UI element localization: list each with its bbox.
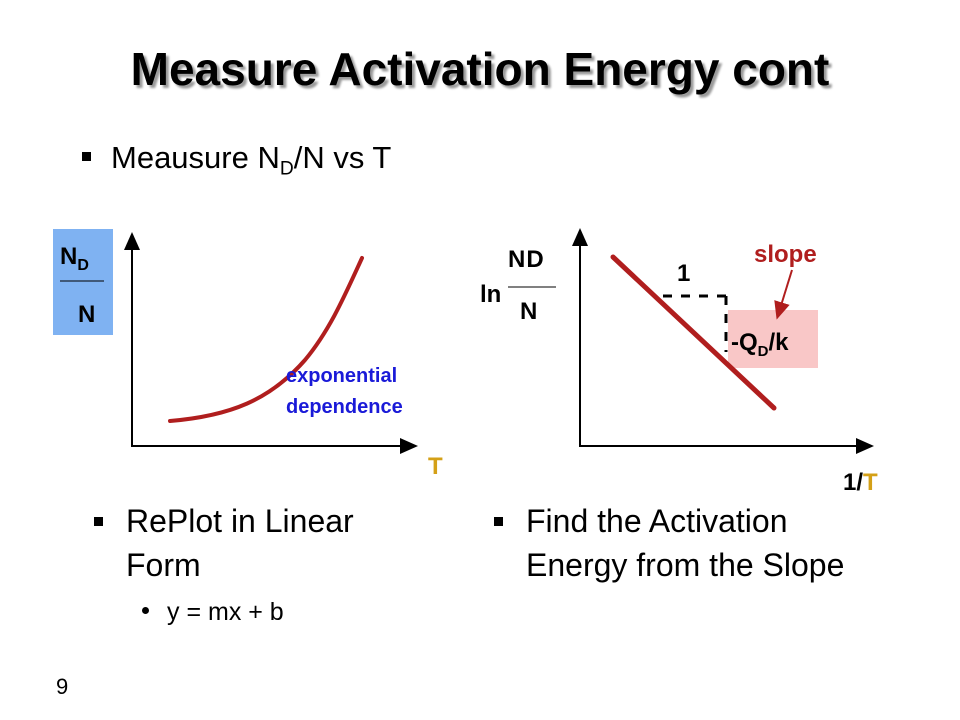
main-bullet-sub: D (279, 158, 294, 180)
right-linear-plot-line (610, 254, 777, 411)
left-curve-annotation-line1: exponential (286, 365, 397, 387)
left-sub-bullet: y = mx + b (142, 598, 284, 627)
left-exponential-curve (168, 256, 364, 423)
bullet-square-icon (494, 517, 503, 526)
right-bullet-text: Find the Activation Energy from the Slop… (526, 503, 845, 583)
right-y-label-ln: ln (480, 281, 501, 308)
left-sub-bullet-text: y = mx + b (167, 598, 284, 626)
page-number: 9 (56, 674, 69, 699)
slide-title: Measure Activation Energy cont (130, 43, 830, 95)
rise-label: -QD/k (731, 329, 789, 360)
run-label: 1 (677, 260, 690, 287)
main-bullet-prefix: Meausure N (111, 140, 280, 175)
slope-callout-arrow (774, 269, 793, 320)
slope-label-box (728, 310, 818, 368)
left-y-label-bottom: N (78, 301, 95, 328)
bullet-square-icon (82, 152, 91, 162)
right-bullet-block: Find the Activation Energy from the Slop… (494, 500, 854, 587)
bullet-square-icon (94, 517, 103, 526)
left-x-label: T (428, 453, 443, 480)
main-bullet: Meausure ND/N vs T (82, 140, 391, 181)
bullet-dot-icon (142, 606, 149, 614)
left-curve-annotation-line2: dependence (286, 396, 403, 418)
left-y-label-top: ND (60, 243, 89, 274)
right-y-label-top: ND (508, 246, 544, 273)
slope-callout-label: slope (754, 241, 817, 268)
main-bullet-suffix: /N vs T (293, 140, 392, 175)
left-bullet-block: RePlot in Linear Form (94, 500, 424, 587)
right-x-label: 1/T (843, 469, 878, 496)
left-bullet-text: RePlot in Linear Form (126, 503, 354, 583)
right-y-label-bottom: N (520, 298, 537, 325)
left-y-label-box (53, 229, 113, 335)
